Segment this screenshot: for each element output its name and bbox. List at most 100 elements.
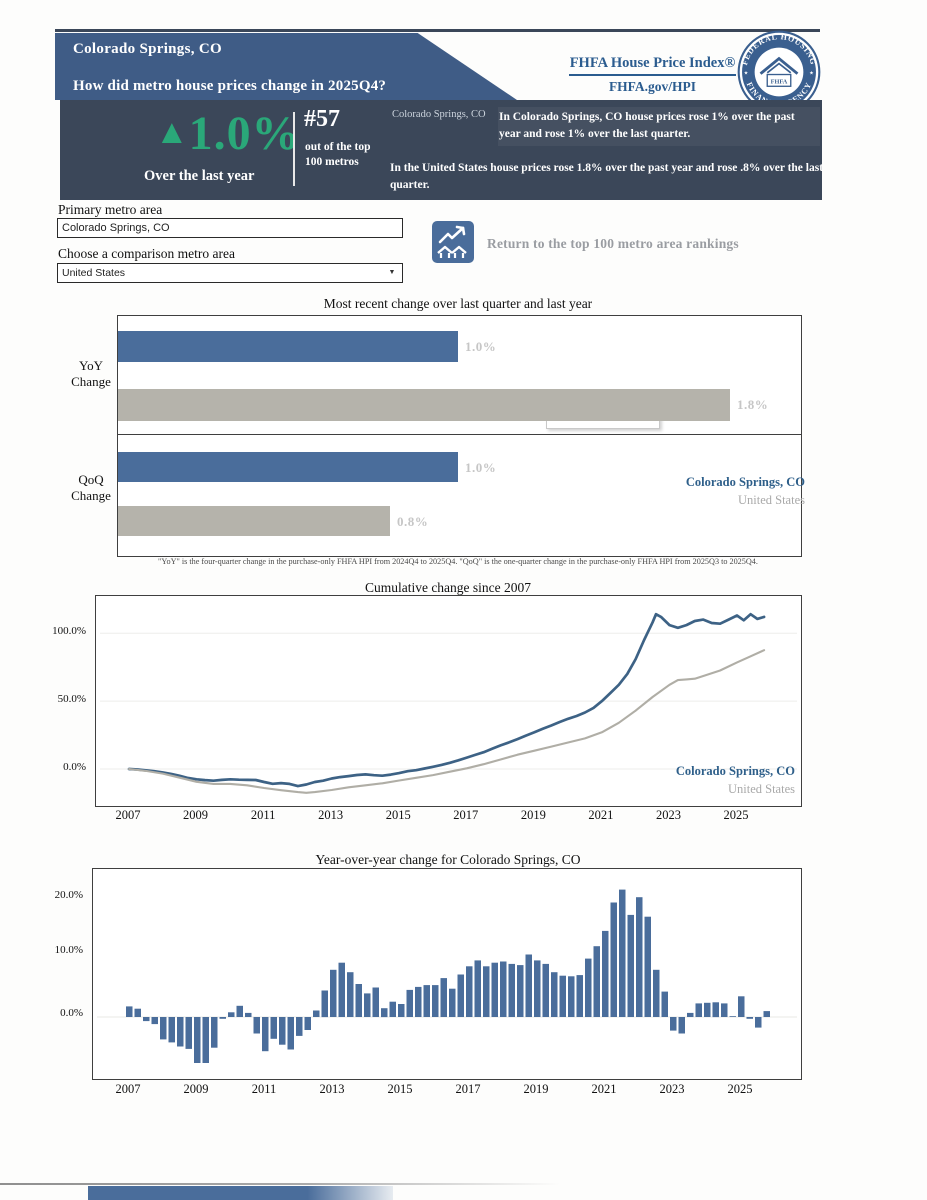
primary-metro-input[interactable] xyxy=(57,218,403,238)
yoy-change-value-label-colorado-springs-co: 1.0% xyxy=(465,339,497,354)
stat-divider xyxy=(293,112,295,186)
chart2-ytick-50: 50.0% xyxy=(57,693,86,705)
chart1-title: Most recent change over last quarter and… xyxy=(323,296,593,311)
yoy-bar-q72 xyxy=(738,996,745,1017)
chart2-ytick-100: 100.0% xyxy=(52,625,86,637)
chart2-legend: Colorado Springs, CO United States xyxy=(676,763,795,798)
top-rule xyxy=(55,29,820,32)
fhfa-agency-seal-icon: FEDERAL HOUSING FINANCE AGENCY ★ ★ FHFA xyxy=(737,30,821,114)
chart2-xtick-2007: 2007 xyxy=(115,808,141,822)
yoy-bar-q26 xyxy=(347,972,354,1017)
brand-url-link[interactable]: FHFA.gov/HPI xyxy=(608,79,697,94)
chart2-ytick-0: 0.0% xyxy=(63,761,86,773)
chart3-xtick-2017: 2017 xyxy=(455,1082,481,1096)
yoy-group-label: YoY Change xyxy=(71,358,111,389)
yoy-bar-q36 xyxy=(432,985,439,1017)
qoq-panel: 1.0% 0.8% xyxy=(118,436,801,555)
yoy-bar-q30 xyxy=(381,1008,388,1018)
yoy-bar-q74 xyxy=(755,1017,762,1028)
chart3-xtick-2011: 2011 xyxy=(251,1082,277,1096)
yoy-bar-q65 xyxy=(678,1017,685,1034)
line-colorado-springs-co xyxy=(127,612,766,788)
chart3-xtick-2015: 2015 xyxy=(387,1082,413,1096)
yoy-bar-q45 xyxy=(508,963,515,1017)
yoy-bar-q34 xyxy=(415,986,422,1017)
rankings-button[interactable] xyxy=(432,221,474,263)
chart1-legend: Colorado Springs, CO United States xyxy=(686,474,805,509)
chart3-x-axis: 2007 2009 2011 2013 2015 2017 2019 2021 2023 2025 xyxy=(0,1082,927,1102)
yoy-bar-q35 xyxy=(423,985,430,1017)
us-summary-text: In the United States house prices rose 1… xyxy=(390,162,824,192)
yoy-bar-q38 xyxy=(449,988,456,1017)
yoy-bar-q20 xyxy=(296,1017,303,1036)
yoy-change-bar-united-states xyxy=(118,389,730,421)
yoy-bar-q28 xyxy=(364,993,371,1017)
yoy-bar-q50 xyxy=(551,972,558,1017)
yoy-bar-q4 xyxy=(160,1017,167,1040)
yoy-bar-q27 xyxy=(355,984,362,1017)
yoy-bar-q64 xyxy=(670,1017,677,1031)
metro-rank-value: #57 xyxy=(304,106,340,132)
comparison-selected-value: United States xyxy=(62,267,126,279)
yoy-bar-q46 xyxy=(517,965,524,1017)
yoy-bar-q44 xyxy=(500,961,507,1017)
yoy-bar-q12 xyxy=(228,1012,235,1017)
yoy-bar-q52 xyxy=(568,976,575,1017)
yoy-bar-q48 xyxy=(534,960,541,1017)
qoq-change-value-label-united-states: 0.8% xyxy=(397,513,429,529)
yoy-bar-q11 xyxy=(219,1017,226,1019)
yoy-bar-q51 xyxy=(559,975,566,1017)
chart3-xtick-2007: 2007 xyxy=(115,1082,141,1096)
yoy-bar-q62 xyxy=(653,969,660,1017)
comparison-metro-select[interactable]: United States ▼ xyxy=(57,263,403,283)
cumulative-change-chart xyxy=(95,595,802,807)
yoy-bar-q10 xyxy=(211,1017,218,1048)
seal-star-right: ★ xyxy=(809,71,814,77)
primary-metro-label: Primary metro area xyxy=(58,202,163,217)
brand-title: FHFA House Price Index® xyxy=(569,55,736,71)
recent-change-chart: Colorado Springs, CO 1.0% 1.8% 1.0% 0.8% xyxy=(117,315,802,557)
yoy-bar-q63 xyxy=(661,991,668,1017)
line-united-states xyxy=(127,649,766,794)
chart2-xtick-2017: 2017 xyxy=(453,808,479,822)
yoy-bar-q59 xyxy=(627,914,634,1017)
brand-underline xyxy=(569,74,736,76)
chart3-xtick-2009: 2009 xyxy=(183,1082,209,1096)
chart1-footnote: "YoY" is the four-quarter change in the … xyxy=(158,557,758,566)
yoy-bar-q68 xyxy=(704,1002,711,1017)
chart3-xtick-2023: 2023 xyxy=(659,1082,685,1096)
yoy-bar-q60 xyxy=(636,897,643,1017)
metro-rank-caption: out of the top 100 metros xyxy=(305,141,371,168)
up-arrow-icon: ▲ xyxy=(155,114,189,151)
chevron-down-icon[interactable]: ▼ xyxy=(388,269,396,276)
yoy-bar-q29 xyxy=(372,987,379,1017)
stat-metro-label: Colorado Springs, CO xyxy=(392,109,486,120)
yoy-bar-q9 xyxy=(202,1017,209,1063)
yoy-bar-q7 xyxy=(185,1017,192,1049)
metro-title: Colorado Springs, CO xyxy=(73,41,222,57)
return-to-rankings-link[interactable]: Return to the top 100 metro area ranking… xyxy=(487,236,739,251)
yoy-bar-q70 xyxy=(721,1003,728,1017)
yoy-bar-q69 xyxy=(712,1002,719,1018)
yoy-bar-q19 xyxy=(287,1017,294,1050)
yoy-panel: Colorado Springs, CO 1.0%1.8% xyxy=(118,316,801,435)
legend-united-states: United States xyxy=(727,781,795,796)
seal-house-roof-inner xyxy=(766,62,792,74)
scan-artifact-line xyxy=(0,1183,560,1185)
yoy-bar-q0 xyxy=(126,1006,133,1017)
yoy-bar-q16 xyxy=(262,1017,269,1052)
yoy-bar-q1 xyxy=(134,1008,141,1017)
yoy-bar-q5 xyxy=(168,1017,175,1043)
chart2-xtick-2025: 2025 xyxy=(723,808,749,822)
yoy-bar-q17 xyxy=(270,1017,277,1039)
metro-summary-text: In Colorado Springs, CO house prices ros… xyxy=(498,107,820,146)
yoy-bar-q13 xyxy=(236,1005,243,1017)
yoy-change-value-label-united-states: 1.8% xyxy=(737,397,769,412)
chart3-xtick-2025: 2025 xyxy=(727,1082,753,1096)
chart3-ytick-10: 10.0% xyxy=(54,944,83,956)
yoy-bar-q3 xyxy=(151,1017,158,1025)
chart2-xtick-2009: 2009 xyxy=(183,808,209,822)
yoy-bar-q47 xyxy=(525,954,532,1017)
qoq-group-label: QoQ Change xyxy=(71,472,111,503)
